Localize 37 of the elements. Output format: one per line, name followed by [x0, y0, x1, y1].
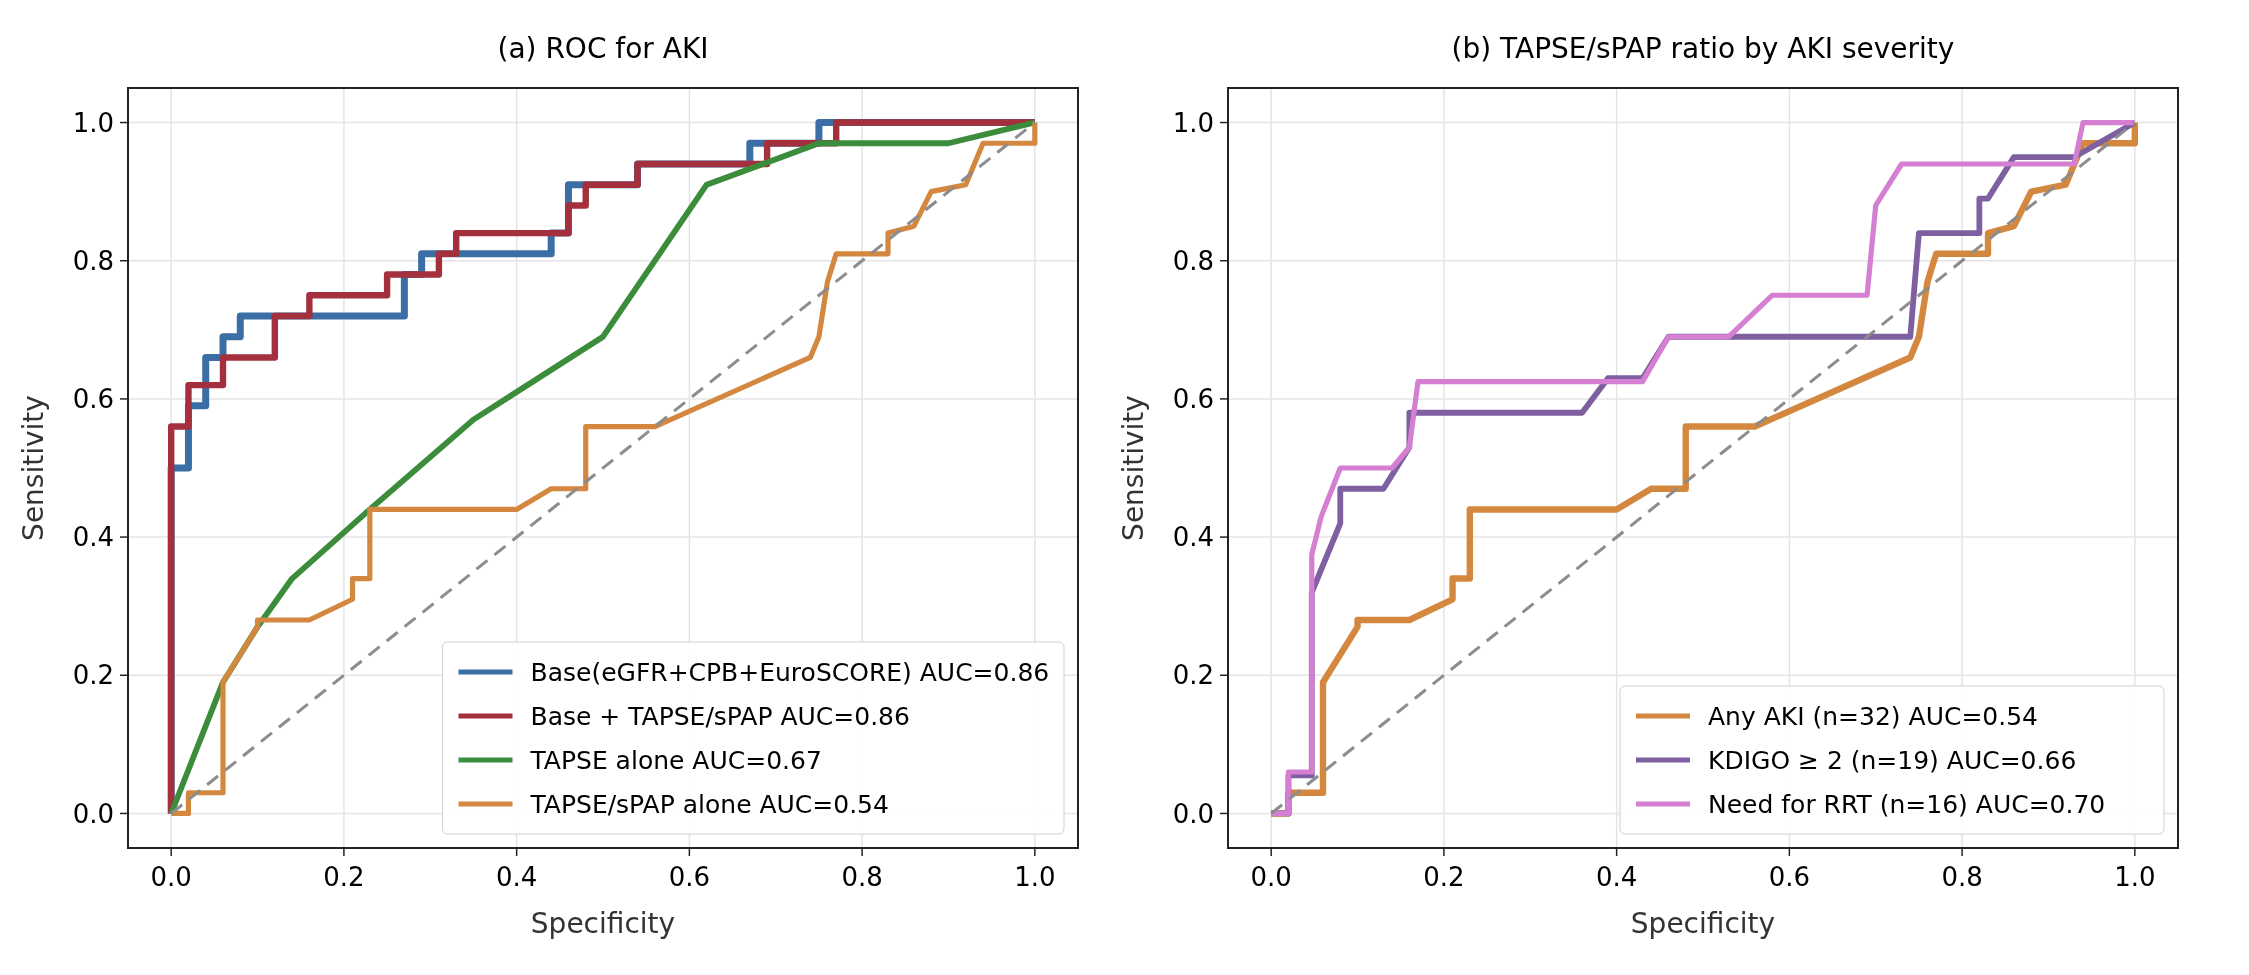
x-tick-label: 0.4 [1595, 862, 1638, 892]
legend-label: TAPSE alone AUC=0.67 [529, 745, 822, 775]
chart-title: (a) ROC for AKI [497, 32, 709, 65]
x-tick-label: 0.4 [495, 862, 538, 892]
chart-title: (b) TAPSE/sPAP ratio by AKI severity [1451, 32, 1955, 65]
x-axis-title: Specificity [1630, 907, 1776, 940]
y-tick-label: 0.6 [72, 384, 114, 415]
x-tick-label: 0.8 [1941, 862, 1983, 892]
y-axis-title: Sensitivity [17, 395, 50, 541]
y-tick-label: 0.2 [72, 660, 114, 691]
x-tick-label: 1.0 [1014, 862, 1056, 892]
x-tick-label: 1.0 [2114, 862, 2156, 892]
y-tick-label: 0.6 [1172, 384, 1214, 415]
y-tick-label: 1.0 [1172, 107, 1214, 138]
y-tick-label: 0.0 [72, 798, 114, 829]
legend-label: Need for RRT (n=16) AUC=0.70 [1708, 789, 2106, 819]
legend-label: KDIGO ≥ 2 (n=19) AUC=0.66 [1708, 745, 2077, 775]
y-axis-title: Sensitivity [1117, 395, 1150, 541]
y-tick-label: 0.8 [72, 245, 114, 276]
x-tick-label: 0.8 [841, 862, 883, 892]
x-tick-label: 0.2 [1423, 862, 1465, 892]
y-tick-label: 0.4 [1172, 522, 1214, 553]
y-tick-label: 1.0 [72, 107, 114, 138]
x-tick-label: 0.0 [1250, 862, 1292, 892]
legend-label: Base + TAPSE/sPAP AUC=0.86 [530, 701, 910, 731]
x-axis-title: Specificity [530, 907, 676, 940]
x-tick-label: 0.2 [323, 862, 365, 892]
y-tick-label: 0.0 [1172, 798, 1214, 829]
legend-label: TAPSE/sPAP alone AUC=0.54 [529, 789, 889, 819]
y-tick-label: 0.8 [1172, 245, 1214, 276]
y-tick-label: 0.2 [1172, 660, 1214, 691]
x-tick-label: 0.6 [1768, 862, 1811, 892]
y-tick-label: 0.4 [72, 522, 114, 553]
legend-label: Base(eGFR+CPB+EuroSCORE) AUC=0.86 [530, 657, 1050, 687]
x-tick-label: 0.6 [668, 862, 711, 892]
legend-label: Any AKI (n=32) AUC=0.54 [1708, 701, 2039, 731]
x-tick-label: 0.0 [150, 862, 192, 892]
